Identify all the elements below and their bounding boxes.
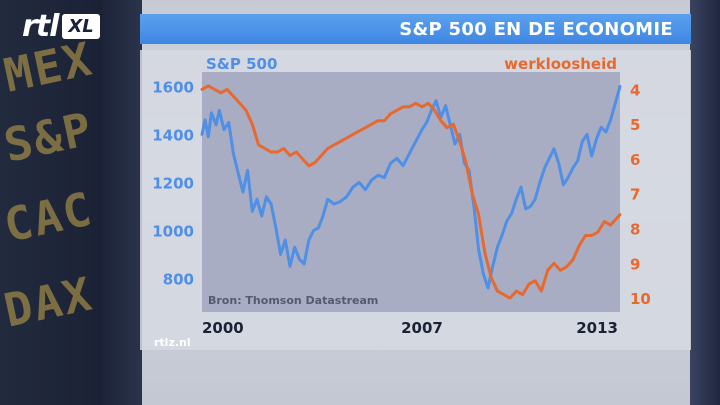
right-axis: 4 5 6 7 8 9 10: [630, 81, 651, 308]
left-tick-label: 800: [163, 270, 194, 288]
unemployment-line: [200, 84, 622, 300]
left-tick-label: 1400: [152, 126, 194, 144]
left-axis-label: S&P 500: [206, 55, 277, 73]
logo-text: rtl: [22, 8, 59, 44]
left-axis: 800 1000 1200 1400 1600: [152, 78, 194, 288]
x-tick-label: 2000: [202, 319, 244, 337]
right-tick-label: 6: [630, 151, 640, 169]
x-tick-label: 2013: [576, 319, 618, 337]
x-tick-label: 2007: [401, 319, 443, 337]
logo-badge: XL: [62, 13, 100, 39]
right-tick-label: 7: [630, 186, 640, 204]
left-tick-label: 1000: [152, 222, 194, 240]
x-axis: 2000 2007 2013: [202, 319, 618, 337]
watermark: rtlz.nl: [154, 336, 191, 349]
plot-area: [202, 72, 620, 312]
series-lines: [200, 84, 622, 300]
chart-title: S&P 500 EN DE ECONOMIE: [399, 18, 673, 40]
left-tick-label: 1600: [152, 78, 194, 96]
right-axis-label: werkloosheid: [504, 55, 617, 73]
ticker-board-background: MEX S&P CAC DAX: [0, 0, 142, 405]
channel-logo: rtl XL: [22, 8, 100, 44]
right-tick-label: 10: [630, 290, 651, 308]
right-tick-label: 8: [630, 221, 640, 239]
sp500-line: [200, 84, 622, 290]
right-tick-label: 5: [630, 116, 640, 134]
left-tick-label: 1200: [152, 174, 194, 192]
source-note: Bron: Thomson Datastream: [208, 294, 378, 307]
title-bar: S&P 500 EN DE ECONOMIE: [140, 14, 691, 44]
right-tick-label: 4: [630, 81, 640, 99]
ticker-board-right-edge: [690, 0, 720, 405]
right-tick-label: 9: [630, 255, 640, 273]
